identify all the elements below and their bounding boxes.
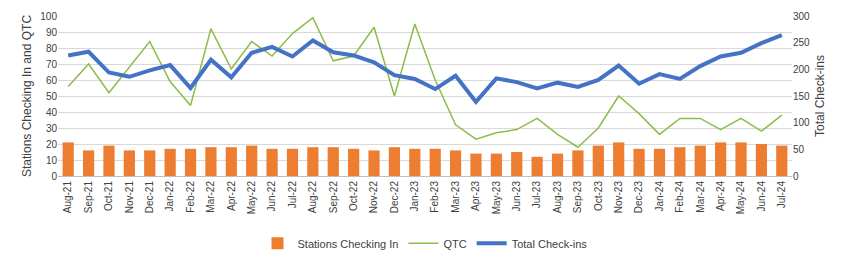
svg-text:200: 200 bbox=[793, 64, 810, 75]
svg-text:Jul-23: Jul-23 bbox=[531, 181, 542, 209]
svg-text:250: 250 bbox=[793, 37, 810, 48]
svg-text:Jun-22: Jun-22 bbox=[266, 181, 277, 212]
svg-text:Sep-21: Sep-21 bbox=[83, 181, 94, 214]
svg-text:Oct-23: Oct-23 bbox=[593, 181, 604, 211]
svg-text:Jul-22: Jul-22 bbox=[287, 181, 298, 209]
svg-text:Aug-22: Aug-22 bbox=[307, 181, 318, 214]
svg-text:0: 0 bbox=[793, 171, 799, 182]
svg-text:300: 300 bbox=[793, 11, 810, 22]
svg-text:May-24: May-24 bbox=[735, 181, 746, 215]
svg-text:40: 40 bbox=[46, 107, 58, 118]
svg-text:Oct-21: Oct-21 bbox=[103, 181, 114, 211]
svg-text:10: 10 bbox=[46, 155, 58, 166]
svg-text:Jan-24: Jan-24 bbox=[654, 181, 665, 212]
svg-text:Apr-22: Apr-22 bbox=[226, 181, 237, 211]
svg-text:100: 100 bbox=[40, 11, 57, 22]
svg-text:Jul-24: Jul-24 bbox=[776, 181, 787, 209]
svg-text:50: 50 bbox=[46, 91, 58, 102]
svg-text:Stations Checking In and QTC: Stations Checking In and QTC bbox=[20, 15, 34, 177]
svg-text:Aug-23: Aug-23 bbox=[552, 181, 563, 214]
svg-text:Aug-21: Aug-21 bbox=[62, 181, 73, 214]
svg-text:50: 50 bbox=[793, 144, 805, 155]
svg-text:30: 30 bbox=[46, 123, 58, 134]
svg-text:Jan-22: Jan-22 bbox=[164, 181, 175, 212]
svg-text:Feb-22: Feb-22 bbox=[185, 181, 196, 213]
svg-text:Feb-24: Feb-24 bbox=[674, 181, 685, 213]
svg-text:Dec-23: Dec-23 bbox=[633, 181, 644, 214]
svg-text:60: 60 bbox=[46, 75, 58, 86]
svg-text:Apr-24: Apr-24 bbox=[715, 181, 726, 211]
svg-text:90: 90 bbox=[46, 27, 58, 38]
svg-text:Mar-23: Mar-23 bbox=[450, 181, 461, 213]
svg-text:80: 80 bbox=[46, 43, 58, 54]
svg-text:May-22: May-22 bbox=[246, 181, 257, 215]
svg-text:Mar-24: Mar-24 bbox=[695, 181, 706, 213]
svg-text:Jun-23: Jun-23 bbox=[511, 181, 522, 212]
svg-text:20: 20 bbox=[46, 139, 58, 150]
svg-text:Oct-22: Oct-22 bbox=[348, 181, 359, 211]
svg-text:Nov-23: Nov-23 bbox=[613, 181, 624, 214]
svg-text:Stations Checking In: Stations Checking In bbox=[298, 238, 399, 250]
svg-text:Jan-23: Jan-23 bbox=[409, 181, 420, 212]
svg-text:Sep-23: Sep-23 bbox=[572, 181, 583, 214]
svg-text:Nov-21: Nov-21 bbox=[124, 181, 135, 214]
svg-text:70: 70 bbox=[46, 59, 58, 70]
svg-text:Dec-21: Dec-21 bbox=[144, 181, 155, 214]
svg-text:150: 150 bbox=[793, 91, 810, 102]
svg-text:Feb-23: Feb-23 bbox=[429, 181, 440, 213]
svg-text:Nov-22: Nov-22 bbox=[368, 181, 379, 214]
svg-text:QTC: QTC bbox=[443, 238, 466, 250]
svg-text:0: 0 bbox=[51, 171, 57, 182]
svg-text:Sep-22: Sep-22 bbox=[328, 181, 339, 214]
svg-text:Mar-22: Mar-22 bbox=[205, 181, 216, 213]
svg-text:100: 100 bbox=[793, 117, 810, 128]
svg-text:Jun-24: Jun-24 bbox=[756, 181, 767, 212]
svg-text:Dec-22: Dec-22 bbox=[389, 181, 400, 214]
svg-text:May-23: May-23 bbox=[491, 181, 502, 215]
svg-text:Apr-23: Apr-23 bbox=[470, 181, 481, 211]
svg-text:Total Check-ins: Total Check-ins bbox=[512, 238, 588, 250]
svg-text:Total Check-ins: Total Check-ins bbox=[813, 55, 827, 137]
